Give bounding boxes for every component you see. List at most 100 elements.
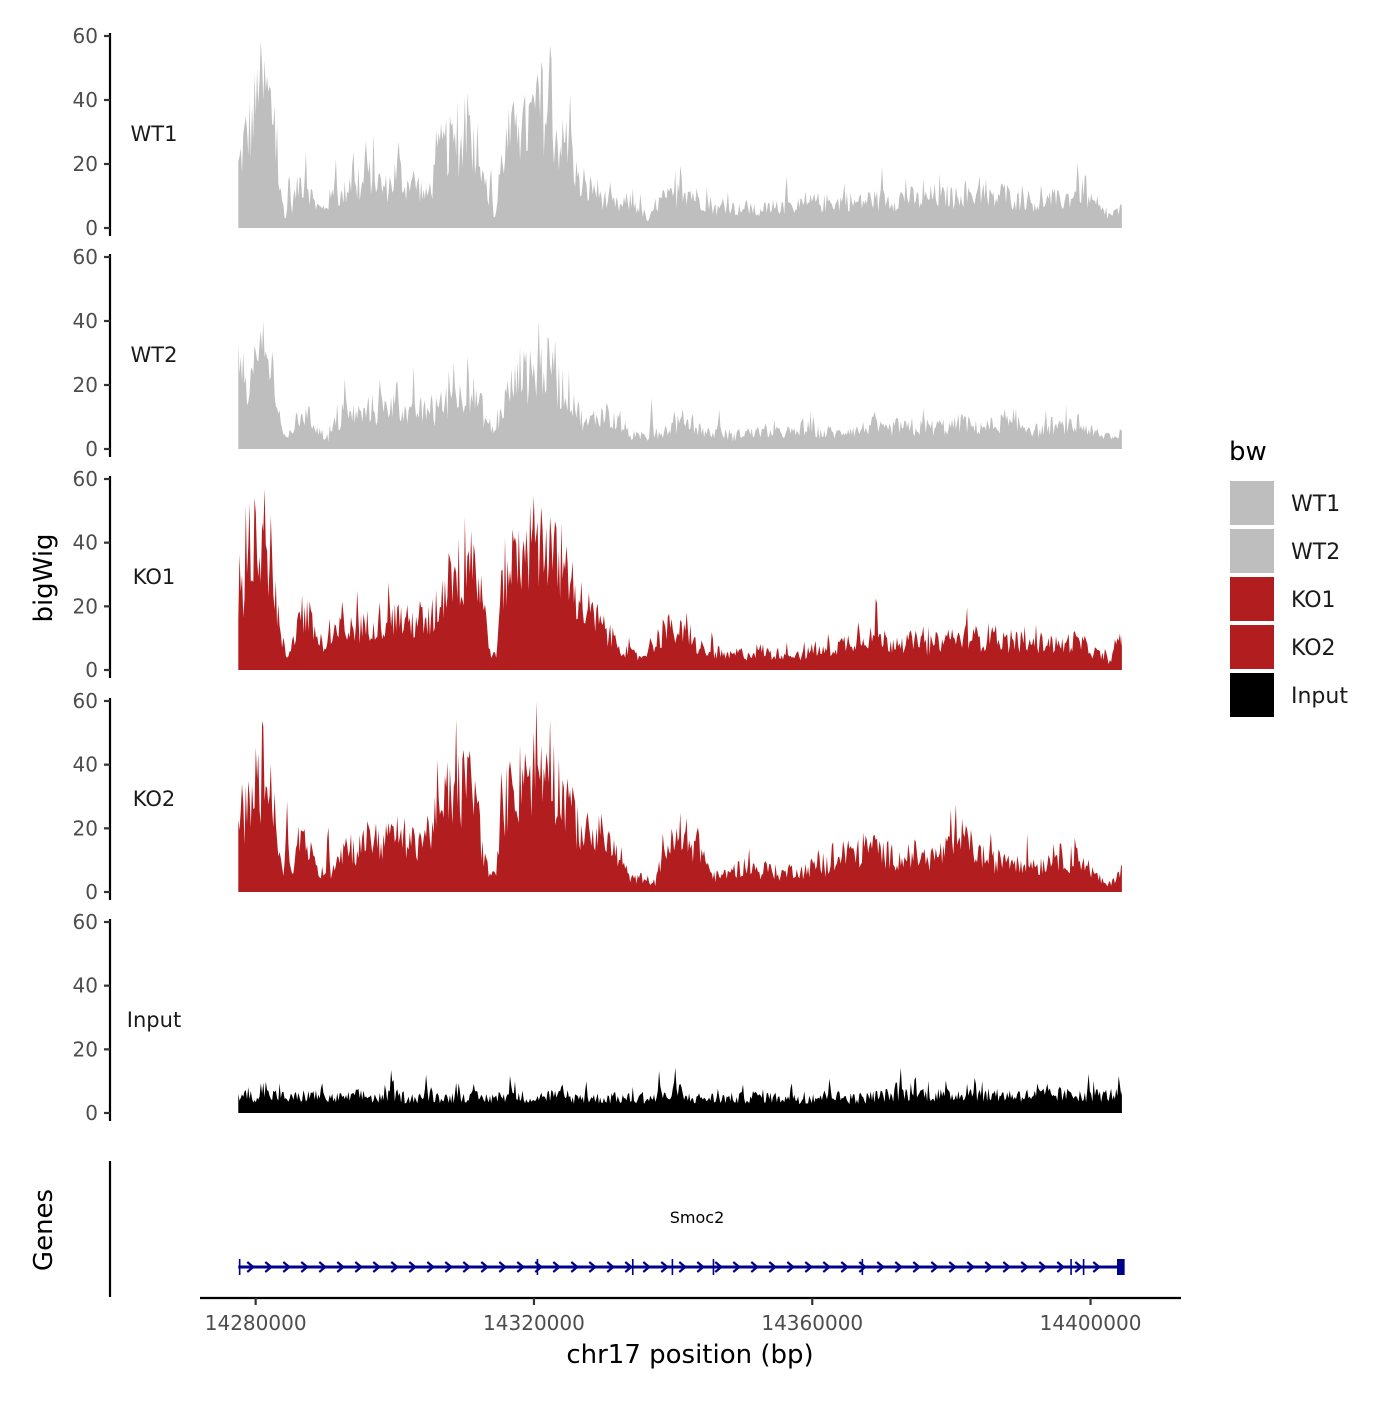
strand-arrow	[750, 1261, 759, 1273]
y-axis-title: bigWig	[29, 533, 59, 622]
strand-arrow	[930, 1261, 939, 1273]
strand-arrow	[948, 1261, 957, 1273]
strand-arrow	[984, 1261, 993, 1273]
strand-arrow	[786, 1261, 795, 1273]
strand-arrow	[1002, 1261, 1011, 1273]
strand-arrow	[498, 1261, 507, 1273]
y-tick-label: 40	[73, 309, 98, 333]
y-tick-label: 60	[73, 24, 98, 48]
strand-arrow	[876, 1261, 885, 1273]
genes-panel-label: Genes	[29, 1189, 59, 1271]
y-tick-label: 20	[73, 373, 98, 397]
strand-arrow	[894, 1261, 903, 1273]
coverage-area-input	[238, 1067, 1122, 1113]
strand-arrow	[246, 1261, 255, 1273]
strand-arrow	[660, 1261, 669, 1273]
strand-arrow	[912, 1261, 921, 1273]
strand-arrow	[354, 1261, 363, 1273]
strand-arrow	[462, 1261, 471, 1273]
legend-label-ko2: KO2	[1291, 636, 1336, 661]
y-tick-label: 20	[73, 1037, 98, 1061]
strand-arrow	[858, 1261, 867, 1273]
y-tick-label: 0	[85, 437, 98, 461]
track-label: WT2	[131, 343, 178, 367]
strand-arrow	[516, 1261, 525, 1273]
x-tick-label: 14400000	[1040, 1311, 1142, 1335]
legend: bw WT1 WT2 KO1 KO2 Input	[1229, 437, 1348, 717]
legend-key-ko2	[1230, 625, 1274, 669]
strand-arrow	[426, 1261, 435, 1273]
strand-arrow	[966, 1261, 975, 1273]
track-ko1: 0 20 40 60 KO1	[73, 467, 1122, 682]
track-label: KO2	[133, 787, 176, 811]
strand-arrow	[714, 1261, 723, 1273]
strand-arrow	[372, 1261, 381, 1273]
strand-arrow	[732, 1261, 741, 1273]
track-ko2: 0 20 40 60 KO2	[73, 689, 1122, 904]
legend-key-wt2	[1230, 529, 1274, 573]
strand-arrow	[318, 1261, 327, 1273]
y-tick-label: 60	[73, 689, 98, 713]
coverage-area-wt2	[238, 321, 1122, 449]
genes-layer: Smoc2	[108, 1161, 1125, 1297]
strand-arrow	[552, 1261, 561, 1273]
y-tick-label: 0	[85, 216, 98, 240]
strand-arrow	[300, 1261, 309, 1273]
tracks-layer: 0 20 40 60 WT1 0 20 40 60 WT2 0 20 40 60 KO1 0 20 40 60 KO2…	[73, 24, 1122, 1125]
legend-title: bw	[1229, 437, 1267, 467]
strand-arrow	[588, 1261, 597, 1273]
strand-arrow	[804, 1261, 813, 1273]
strand-arrow	[696, 1261, 705, 1273]
coverage-area-wt1	[238, 40, 1122, 228]
coverage-area-ko2	[238, 701, 1122, 892]
x-tick-label: 14360000	[761, 1311, 863, 1335]
strand-arrow	[624, 1261, 633, 1273]
strand-arrow	[822, 1261, 831, 1273]
legend-key-ko1	[1230, 577, 1274, 621]
strand-arrow	[282, 1261, 291, 1273]
track-input: 0 20 40 60 Input	[73, 910, 1122, 1125]
y-tick-label: 60	[73, 467, 98, 491]
y-tick-label: 40	[73, 753, 98, 777]
legend-key-input	[1230, 673, 1274, 717]
y-tick-label: 0	[85, 880, 98, 904]
strand-arrow	[1092, 1261, 1101, 1273]
strand-arrow	[768, 1261, 777, 1273]
gene-name-label: Smoc2	[670, 1208, 725, 1227]
track-label: WT1	[131, 122, 178, 146]
track-label: Input	[127, 1008, 181, 1032]
y-tick-label: 40	[73, 88, 98, 112]
strand-arrow	[1056, 1261, 1065, 1273]
gene-terminal-exon	[1116, 1259, 1125, 1275]
y-tick-label: 0	[85, 1101, 98, 1125]
strand-arrow	[1074, 1261, 1083, 1273]
strand-arrow	[678, 1261, 687, 1273]
legend-label-input: Input	[1291, 684, 1348, 709]
strand-arrow	[480, 1261, 489, 1273]
track-wt1: 0 20 40 60 WT1	[73, 24, 1122, 240]
strand-arrow	[390, 1261, 399, 1273]
y-tick-label: 60	[73, 245, 98, 269]
x-tick-label: 14320000	[483, 1311, 585, 1335]
legend-label-wt2: WT2	[1291, 540, 1340, 565]
y-tick-label: 0	[85, 658, 98, 682]
x-axis: 14280000 14320000 14360000 14400000	[200, 1296, 1181, 1335]
strand-arrow	[444, 1261, 453, 1273]
y-tick-label: 20	[73, 152, 98, 176]
strand-arrow	[1038, 1261, 1047, 1273]
strand-arrow	[840, 1261, 849, 1273]
coverage-area-ko1	[238, 488, 1122, 670]
y-tick-label: 40	[73, 531, 98, 555]
y-tick-label: 40	[73, 974, 98, 998]
strand-arrow	[336, 1261, 345, 1273]
track-wt2: 0 20 40 60 WT2	[73, 245, 1122, 461]
y-tick-label: 60	[73, 910, 98, 934]
x-tick-label: 14280000	[205, 1311, 307, 1335]
legend-key-wt1	[1230, 481, 1274, 525]
x-axis-title: chr17 position (bp)	[566, 1340, 813, 1370]
strand-arrow	[264, 1261, 273, 1273]
strand-arrow	[606, 1261, 615, 1273]
